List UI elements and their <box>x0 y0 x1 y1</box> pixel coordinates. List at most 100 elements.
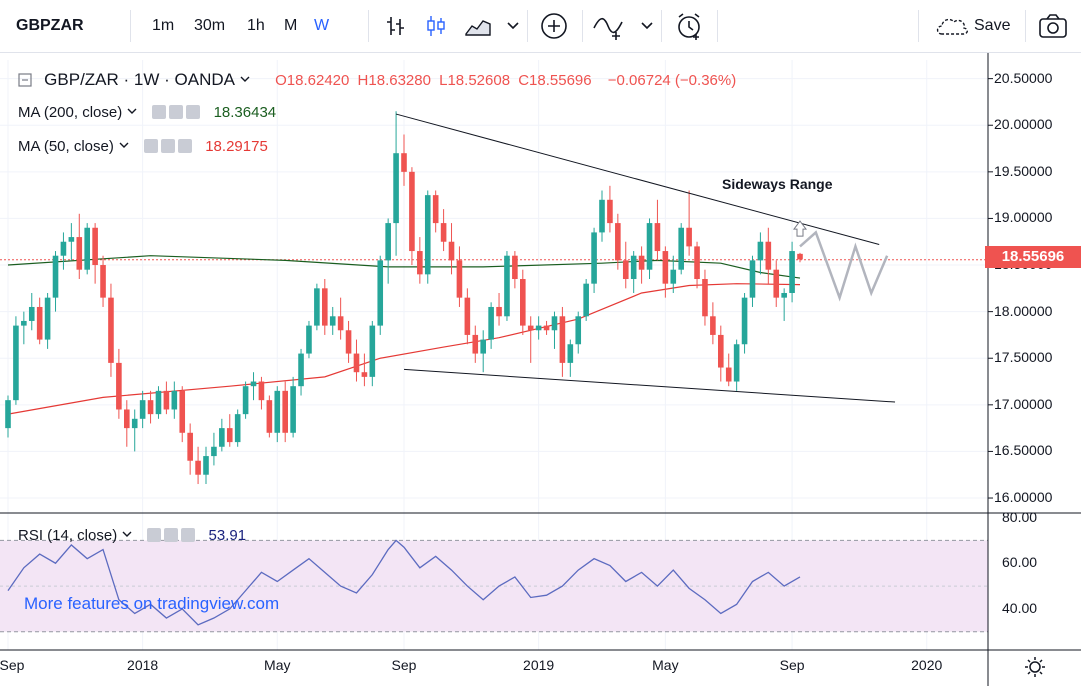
tradingview-watermark[interactable]: More features on tradingview.com <box>24 594 280 613</box>
candle <box>108 283 114 377</box>
candle <box>504 251 510 321</box>
camera-icon[interactable] <box>1038 13 1068 39</box>
candle-body <box>187 432 193 461</box>
candle <box>781 288 787 321</box>
candle-body <box>638 255 645 270</box>
candle <box>615 213 621 270</box>
compare-icon[interactable] <box>592 14 626 40</box>
candle-style-icon[interactable] <box>424 14 448 38</box>
candle-body <box>361 372 368 377</box>
cloud-icon[interactable] <box>934 14 970 38</box>
candle <box>211 432 217 466</box>
candle-body <box>68 237 75 242</box>
candle-body <box>567 344 574 363</box>
candle <box>36 297 43 345</box>
candle-body <box>575 316 582 345</box>
candle-body <box>163 390 170 410</box>
candle-body <box>84 227 90 270</box>
chevron-down-icon[interactable] <box>506 20 520 32</box>
gear-icon[interactable] <box>169 105 184 119</box>
time-tick-label: May <box>652 657 679 673</box>
candle-body <box>678 227 684 270</box>
interval-month-button[interactable]: M <box>284 17 298 34</box>
eye-icon[interactable] <box>147 528 162 542</box>
rsi-line <box>7 539 801 626</box>
interval-1h-button[interactable]: 1h <box>247 17 265 34</box>
candle <box>124 400 130 447</box>
candle <box>68 223 75 261</box>
interval-30m-button[interactable]: 30m <box>194 17 226 34</box>
candle <box>448 223 455 275</box>
candle <box>432 190 439 233</box>
eye-icon[interactable] <box>144 139 159 153</box>
rsi-tick-label: 40.00 <box>1002 599 1038 616</box>
gear-icon[interactable] <box>161 139 176 153</box>
ma200-label[interactable]: MA (200, close) <box>18 104 123 121</box>
candle <box>361 353 368 387</box>
symbol-search[interactable]: GBPZAR <box>16 17 84 34</box>
candle-body <box>409 171 415 252</box>
gear-icon[interactable] <box>164 528 179 542</box>
candle-body <box>749 260 756 298</box>
candle <box>274 386 281 443</box>
candle-body <box>337 316 344 331</box>
low-value: L18.52608 <box>439 72 511 89</box>
close-value: C18.55696 <box>518 72 592 89</box>
candle <box>60 232 67 270</box>
add-indicator-icon[interactable] <box>540 12 568 40</box>
candle <box>575 311 582 354</box>
time-tick-label: May <box>264 657 291 673</box>
candle <box>385 218 391 284</box>
sideways-range-annotation: Sideways Range <box>722 176 833 192</box>
toolbar-divider <box>368 10 369 42</box>
candle <box>527 316 534 363</box>
rsi-label[interactable]: RSI (14, close) <box>18 527 118 544</box>
close-icon[interactable] <box>178 139 193 153</box>
candle <box>773 260 780 307</box>
candle-body <box>417 251 423 275</box>
candle <box>488 302 494 349</box>
chevron-down-icon[interactable] <box>121 530 133 540</box>
candle <box>702 269 708 326</box>
candle <box>116 348 122 419</box>
candle <box>797 252 803 263</box>
area-style-icon[interactable] <box>464 14 492 38</box>
candle <box>219 418 225 452</box>
candle-body <box>607 199 613 224</box>
collapse-icon[interactable] <box>18 73 32 87</box>
candle <box>512 251 518 289</box>
candle <box>551 311 558 349</box>
bar-style-icon[interactable] <box>384 14 408 38</box>
close-icon[interactable] <box>181 528 196 542</box>
chevron-down-icon[interactable] <box>118 141 130 151</box>
candle-body <box>155 390 162 415</box>
interval-1m-button[interactable]: 1m <box>152 17 175 34</box>
symbol-title[interactable]: GBP/ZAR · 1W · OANDA <box>44 70 235 89</box>
candle <box>543 320 550 335</box>
close-icon[interactable] <box>186 105 201 119</box>
interval-week-button[interactable]: W <box>314 17 330 34</box>
candle <box>282 381 288 443</box>
price-tick-label: 19.00000 <box>994 209 1053 226</box>
eye-icon[interactable] <box>152 105 167 119</box>
chevron-down-icon[interactable] <box>239 75 251 85</box>
chevron-down-icon[interactable] <box>640 20 654 32</box>
candle <box>583 279 589 321</box>
candle-body <box>757 241 764 261</box>
settings-sun-icon[interactable] <box>1024 656 1046 678</box>
save-button[interactable]: Save <box>974 17 1011 34</box>
chart-canvas[interactable] <box>0 53 1081 686</box>
projection-zigzag <box>799 230 889 302</box>
candle-body <box>116 362 122 410</box>
candle <box>179 386 186 443</box>
candle <box>599 190 605 242</box>
candle <box>670 255 677 293</box>
candle <box>393 111 399 256</box>
alert-icon[interactable] <box>674 11 704 41</box>
time-tick-label: Sep <box>779 657 805 673</box>
candle <box>242 381 249 419</box>
chevron-down-icon[interactable] <box>126 107 138 117</box>
candle <box>203 446 209 485</box>
candle <box>424 190 431 284</box>
ma50-label[interactable]: MA (50, close) <box>18 138 114 155</box>
